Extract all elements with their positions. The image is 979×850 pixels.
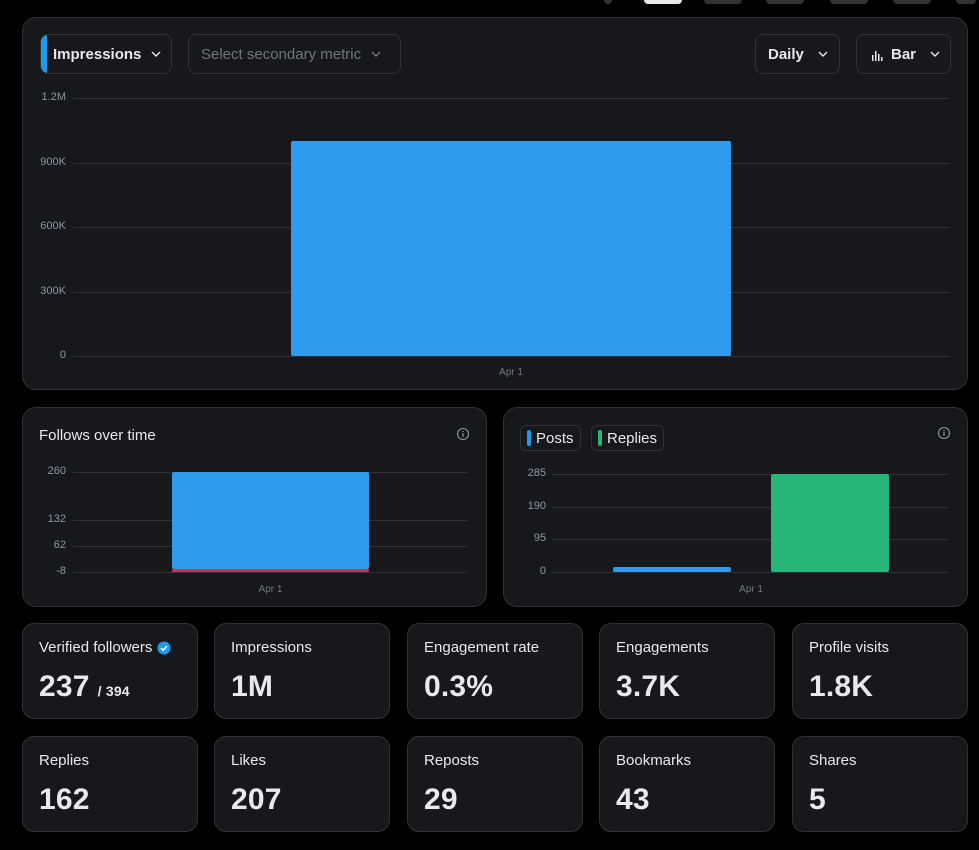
legend-posts[interactable]: Posts	[520, 425, 581, 451]
posts-replies-chart-card: Posts Replies 0 95 190 285 Apr 1	[503, 407, 968, 607]
stat-tile-shares: Shares 5	[792, 736, 968, 832]
chart-type-select[interactable]: Bar	[856, 34, 951, 74]
toolbar-button[interactable]	[604, 0, 612, 4]
bar-replies	[771, 474, 889, 572]
y-tick-label: 0	[59, 349, 66, 361]
y-tick-label: 0	[539, 565, 546, 577]
chevron-down-icon	[151, 49, 161, 59]
stat-tile-profile-visits: Profile visits 1.8K	[792, 623, 968, 719]
bar-posts	[613, 566, 731, 572]
info-icon[interactable]	[456, 427, 470, 441]
x-tick-label: Apr 1	[258, 584, 283, 595]
stat-tile-bookmarks: Bookmarks 43	[599, 736, 775, 832]
chevron-down-icon	[930, 49, 940, 59]
follows-chart-title: Follows over time	[39, 427, 156, 444]
primary-metric-label: Impressions	[53, 45, 142, 63]
stat-tile-likes: Likes 207	[214, 736, 390, 832]
stat-value: 1.8K	[809, 670, 874, 703]
stat-value: 0.3%	[424, 670, 494, 703]
legend-swatch-replies	[598, 430, 602, 446]
toolbar-button[interactable]	[644, 0, 682, 4]
y-tick-label: 300K	[40, 285, 66, 297]
stat-value: 1M	[231, 670, 274, 703]
y-tick-label: 132	[47, 513, 66, 525]
y-tick-label: 62	[53, 539, 66, 551]
verified-badge-icon	[157, 641, 171, 655]
legend-label-posts: Posts	[536, 429, 574, 447]
secondary-metric-select[interactable]: Select secondary metric	[188, 34, 401, 74]
gridline	[73, 572, 467, 573]
y-tick-label: 190	[527, 500, 546, 512]
y-tick-label: 260	[47, 465, 66, 477]
stat-tile-reposts: Reposts 29	[407, 736, 583, 832]
bar-impressions	[291, 141, 731, 356]
y-tick-label: -8	[56, 565, 66, 577]
stat-label: Bookmarks	[616, 752, 692, 769]
stat-tile-replies: Replies 162	[22, 736, 198, 832]
bar-unfollows	[172, 569, 369, 572]
legend-label-replies: Replies	[607, 429, 658, 447]
stat-tile-verified-followers: Verified followers 237 / 394	[22, 623, 198, 719]
impressions-chart-card: Impressions Select secondary metric Dail…	[22, 17, 968, 390]
interval-select[interactable]: Daily	[755, 34, 840, 74]
stat-label: Shares	[809, 752, 857, 769]
bar-follows	[172, 472, 369, 569]
gridline	[552, 539, 948, 540]
gridline	[552, 474, 948, 475]
interval-label: Daily	[768, 45, 804, 63]
stat-label-text: Verified followers	[39, 639, 153, 656]
chart-type-label: Bar	[891, 45, 917, 63]
stat-label: Engagement rate	[424, 639, 540, 656]
toolbar-button[interactable]	[893, 0, 931, 4]
legend-swatch-posts	[527, 430, 531, 446]
gridline	[73, 356, 949, 357]
follows-chart-card: Follows over time -8 62 132 260 Apr 1	[22, 407, 487, 607]
stat-value: 43	[616, 783, 650, 816]
stat-label: Verified followers	[39, 639, 171, 656]
chevron-down-icon	[371, 49, 381, 59]
bar-chart-icon	[871, 48, 883, 61]
y-tick-label: 95	[533, 532, 546, 544]
stat-label: Likes	[231, 752, 267, 769]
y-tick-label: 1.2M	[41, 91, 66, 103]
stat-value: 29	[424, 783, 458, 816]
y-tick-label: 600K	[40, 220, 66, 232]
stat-tile-impressions: Impressions 1M	[214, 623, 390, 719]
x-tick-label: Apr 1	[499, 367, 523, 378]
chevron-down-icon	[818, 49, 828, 59]
toolbar-button[interactable]	[766, 0, 804, 4]
x-tick-label: Apr 1	[739, 584, 763, 595]
stat-value-total: / 394	[97, 683, 130, 699]
secondary-metric-placeholder: Select secondary metric	[201, 45, 362, 63]
stat-value: 162	[39, 783, 90, 816]
stat-value: 207	[231, 783, 282, 816]
toolbar-button[interactable]	[830, 0, 868, 4]
stat-label: Profile visits	[809, 639, 890, 656]
stat-value: 5	[809, 783, 826, 816]
legend-replies[interactable]: Replies	[591, 425, 665, 451]
stat-value: 237 / 394	[39, 670, 130, 704]
stat-label: Replies	[39, 752, 90, 769]
stat-value: 3.7K	[616, 670, 681, 703]
gridline	[73, 98, 949, 99]
gridline	[552, 507, 948, 508]
y-tick-label: 285	[527, 467, 546, 479]
gridline	[552, 572, 948, 573]
toolbar-button[interactable]	[956, 0, 976, 4]
top-toolbar-strip	[0, 0, 979, 6]
primary-metric-select[interactable]: Impressions	[40, 34, 172, 74]
toolbar-button[interactable]	[704, 0, 742, 4]
info-icon[interactable]	[937, 426, 951, 440]
stat-tile-engagements: Engagements 3.7K	[599, 623, 775, 719]
stat-label: Impressions	[231, 639, 312, 656]
y-tick-label: 900K	[40, 156, 66, 168]
stat-label: Reposts	[424, 752, 480, 769]
stat-label: Engagements	[616, 639, 709, 656]
stat-value-text: 237	[39, 670, 90, 703]
stat-tile-engagement-rate: Engagement rate 0.3%	[407, 623, 583, 719]
